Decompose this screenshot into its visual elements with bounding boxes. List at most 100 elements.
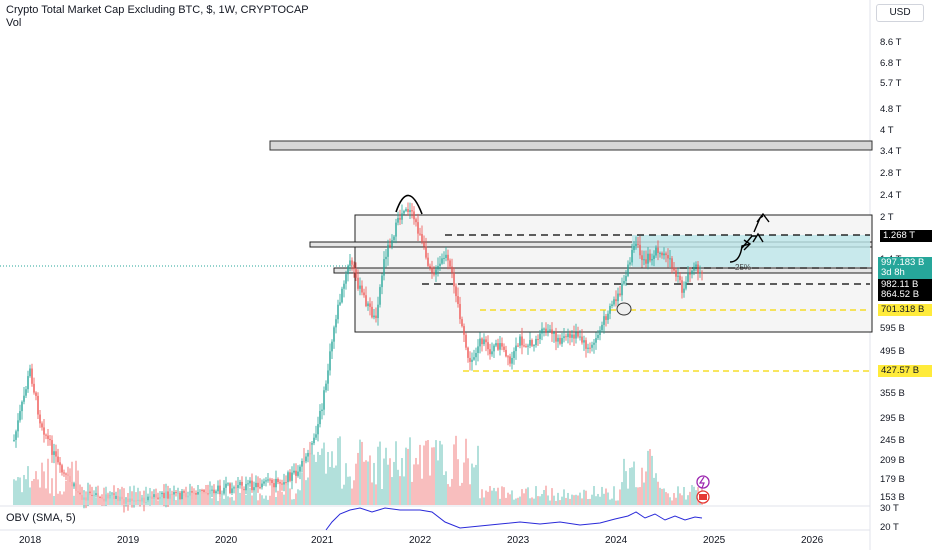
volume-bar xyxy=(201,493,203,505)
volume-bar xyxy=(17,477,19,505)
obv-indicator-label[interactable]: OBV (SMA, 5) xyxy=(6,512,76,524)
candle-body xyxy=(287,472,289,483)
volume-bar xyxy=(609,499,611,505)
candle-body xyxy=(73,483,75,487)
candle-body xyxy=(699,272,701,274)
volume-bar xyxy=(351,488,353,505)
symbol-title[interactable]: Crypto Total Market Cap Excluding BTC, $… xyxy=(6,4,309,16)
candle-body xyxy=(643,259,645,261)
volume-bar xyxy=(315,461,317,505)
volume-bar xyxy=(527,487,529,505)
volume-bar xyxy=(531,497,533,505)
candle-body xyxy=(331,341,333,352)
candle-body xyxy=(225,483,227,488)
candle-body xyxy=(607,313,609,320)
volume-bar xyxy=(35,471,37,505)
candle-body xyxy=(453,272,455,287)
candle-body xyxy=(393,236,395,241)
candle-body xyxy=(257,482,259,488)
volume-bar xyxy=(387,464,389,505)
volume-bar xyxy=(349,476,351,505)
volume-bar xyxy=(295,493,297,505)
volume-bar xyxy=(487,491,489,505)
time-axis-tick: 2020 xyxy=(215,535,238,546)
price-axis-tick: 2.4 T xyxy=(880,190,902,201)
volume-bar xyxy=(115,498,117,505)
volume-bar xyxy=(239,492,241,505)
volume-bar xyxy=(577,495,579,505)
volume-bar xyxy=(31,480,33,505)
volume-bar xyxy=(23,474,25,505)
candle-body xyxy=(577,332,579,337)
candle-body xyxy=(243,489,245,491)
arrow-head-3 xyxy=(756,212,770,223)
volume-bar xyxy=(475,464,477,505)
candle-body xyxy=(445,254,447,258)
volume-bar xyxy=(561,496,563,505)
volume-bar xyxy=(293,499,295,505)
candle-body xyxy=(191,491,193,493)
volume-bar xyxy=(153,497,155,505)
candle-body xyxy=(353,264,355,270)
candle-body xyxy=(689,273,691,275)
volume-bar xyxy=(415,457,417,505)
candle-body xyxy=(359,285,361,289)
volume-bar xyxy=(215,494,217,505)
volume-bar xyxy=(263,498,265,505)
candle-body xyxy=(667,255,669,259)
volume-bar xyxy=(135,492,137,505)
volume-bar xyxy=(365,460,367,505)
candle-body xyxy=(15,431,17,440)
volume-bar xyxy=(477,445,479,505)
candle-body xyxy=(533,345,535,347)
candle-body xyxy=(597,334,599,339)
candle-body xyxy=(207,493,209,495)
candle-body xyxy=(685,281,687,289)
volume-bar xyxy=(287,485,289,505)
volume-bar xyxy=(79,493,81,505)
candle-body xyxy=(567,333,569,338)
volume-bar xyxy=(213,495,215,505)
volume-bar xyxy=(103,487,105,505)
volume-bar xyxy=(483,497,485,505)
candle-body xyxy=(25,389,27,396)
candle-body xyxy=(61,465,63,473)
volume-bar xyxy=(89,492,91,505)
candle-body xyxy=(585,340,587,349)
candle-body xyxy=(511,357,513,364)
price-axis-tick: 595 B xyxy=(880,323,905,334)
price-label: 427.57 B xyxy=(878,365,932,377)
volume-bar xyxy=(307,477,309,505)
volume-bar xyxy=(257,500,259,505)
volume-bar xyxy=(627,488,629,505)
candle-body xyxy=(433,272,435,275)
volume-bar xyxy=(509,494,511,505)
candle-body xyxy=(485,339,487,343)
volume-bar xyxy=(429,475,431,505)
volume-bar xyxy=(255,487,257,505)
volume-legend-label: Vol xyxy=(6,17,22,29)
candle-body xyxy=(483,339,485,345)
candle-body xyxy=(553,331,555,334)
volume-bar xyxy=(501,486,503,505)
volume-bar xyxy=(647,450,649,505)
volume-bar xyxy=(687,495,689,505)
volume-bar xyxy=(207,496,209,505)
candle-body xyxy=(19,411,21,421)
volume-bar xyxy=(301,472,303,505)
volume-bar xyxy=(469,484,471,505)
candle-body xyxy=(223,487,225,494)
candle-body xyxy=(333,327,335,342)
volume-bar xyxy=(119,489,121,505)
volume-bar xyxy=(575,494,577,505)
price-axis-tick: 295 B xyxy=(880,413,905,424)
candle-body xyxy=(163,492,165,499)
volume-bar xyxy=(77,470,79,505)
volume-bar xyxy=(425,440,427,505)
candle-body xyxy=(561,338,563,344)
volume-bar xyxy=(191,499,193,505)
candle-body xyxy=(625,275,627,282)
candle-body xyxy=(673,267,675,271)
currency-button[interactable]: USD xyxy=(876,4,924,22)
